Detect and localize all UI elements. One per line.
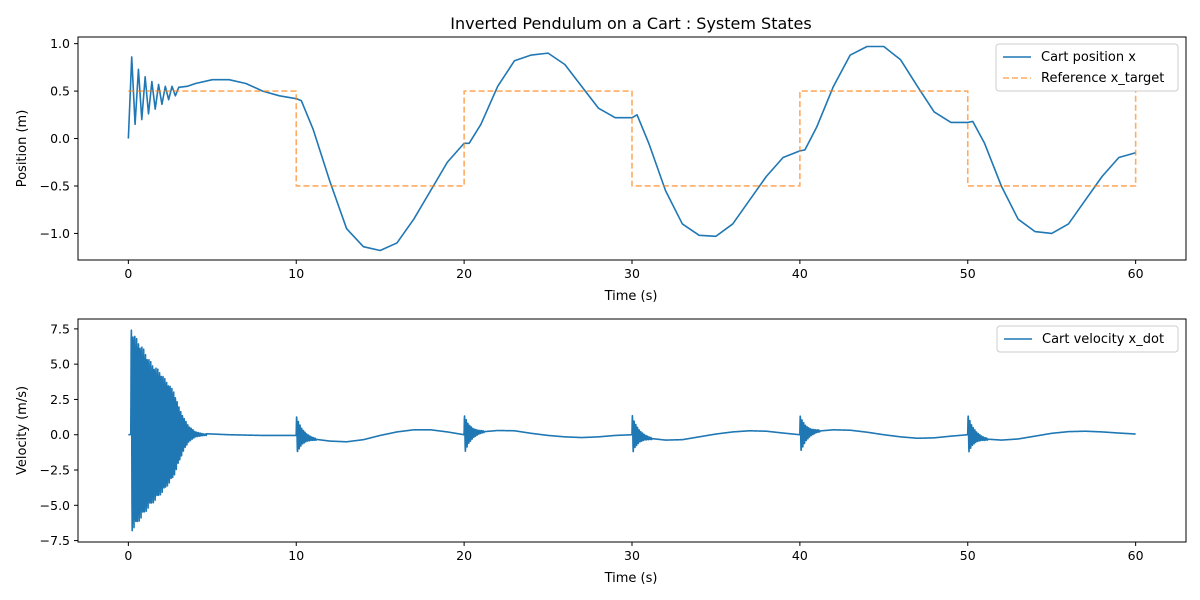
position-x-tick-label: 50 — [960, 266, 976, 281]
velocity-x-tick-label: 0 — [124, 548, 132, 563]
velocity-line — [127, 329, 1137, 532]
position-y-tick-label: −0.5 — [40, 178, 70, 193]
position-x-tick-label: 10 — [288, 266, 304, 281]
position-line — [127, 45, 1136, 252]
velocity-x-axis-label: Time (s) — [604, 571, 658, 586]
velocity-y-tick-label: −5.0 — [40, 498, 70, 513]
velocity-x-tick-label: 40 — [792, 548, 808, 563]
velocity-legend-box — [996, 325, 1179, 353]
velocity-x-ticks: 0 10 20 30 40 50 60 — [124, 542, 1144, 563]
velocity-x-tick-label: 30 — [624, 548, 640, 563]
position-x-tick-label: 40 — [792, 266, 808, 281]
velocity-legend: Cart velocity x_dot — [996, 325, 1179, 353]
velocity-y-tick-label: 0.0 — [50, 427, 70, 442]
velocity-y-tick-label: −7.5 — [40, 533, 70, 548]
figure-title: Inverted Pendulum on a Cart : System Sta… — [450, 14, 811, 33]
position-x-tick-label: 20 — [456, 266, 472, 281]
velocity-y-tick-label: 2.5 — [50, 392, 70, 407]
velocity-y-axis-label: Velocity (m/s) — [15, 386, 30, 475]
position-x-tick-label: 0 — [124, 266, 132, 281]
position-x-ticks: 0 10 20 30 40 50 60 — [124, 260, 1144, 281]
velocity-y-tick-label: 7.5 — [50, 321, 70, 336]
velocity-y-ticks: 7.5 5.0 2.5 0.0 −2.5 −5.0 −7.5 — [40, 321, 78, 548]
position-axes: 0 10 20 30 40 50 60 1.0 0.5 0.0 −0.5 −1.0 Time (s)… — [15, 36, 1187, 304]
position-x-axis-label: Time (s) — [604, 289, 658, 304]
position-x-tick-label: 30 — [624, 266, 640, 281]
velocity-series-layer — [127, 329, 1137, 532]
position-legend-label: Cart position x — [1041, 50, 1136, 65]
position-x-tick-label: 60 — [1128, 266, 1144, 281]
position-series-layer — [127, 45, 1137, 252]
position-y-axis-label: Position (m) — [15, 110, 30, 188]
position-y-tick-label: −1.0 — [40, 226, 70, 241]
position-legend: Cart position x Reference x_target — [995, 43, 1179, 92]
velocity-y-tick-label: −2.5 — [40, 463, 70, 478]
reference-line — [128, 90, 1137, 187]
velocity-legend-label: Cart velocity x_dot — [1042, 332, 1164, 347]
position-y-tick-label: 1.0 — [50, 36, 70, 51]
velocity-x-tick-label: 60 — [1128, 548, 1144, 563]
position-y-ticks: 1.0 0.5 0.0 −0.5 −1.0 — [40, 36, 78, 241]
position-y-tick-label: 0.5 — [50, 84, 70, 99]
velocity-axes: 0 10 20 30 40 50 60 7.5 5.0 2.5 0.0 −2.5 −5.0 −7.5 T… — [15, 318, 1187, 586]
velocity-x-tick-label: 10 — [288, 548, 304, 563]
position-y-tick-label: 0.0 — [50, 131, 70, 146]
velocity-x-tick-label: 20 — [456, 548, 472, 563]
reference-legend-label: Reference x_target — [1041, 71, 1164, 86]
position-legend-box — [995, 43, 1179, 92]
velocity-y-tick-label: 5.0 — [50, 357, 70, 372]
velocity-x-tick-label: 50 — [960, 548, 976, 563]
